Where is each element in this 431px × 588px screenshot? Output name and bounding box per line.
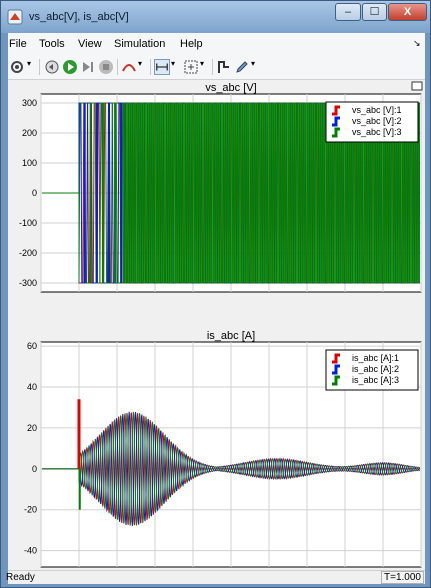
window-title: vs_abc[V], is_abc[V] [29, 11, 129, 23]
toolbar-separator [212, 59, 213, 75]
close-button[interactable]: X [388, 3, 427, 21]
y-tick-label: -20 [24, 505, 37, 515]
plot-area: vs_abc [V] 300 200 100 0 -100 -200 -300 vs_abc [… [8, 80, 425, 583]
menu-bar: File Tools View Simulation Help ↘ [8, 33, 425, 55]
settings-icon[interactable] [9, 59, 25, 75]
highlight-icon[interactable] [121, 59, 137, 75]
y-tick-label: 40 [27, 382, 37, 392]
status-bar: Ready T=1.000 [6, 570, 425, 584]
toolbar-separator [39, 59, 40, 75]
legend-label-2: is_abc [A]:2 [352, 364, 399, 374]
title-bar[interactable]: vs_abc[V], is_abc[V] – ☐ X [1, 1, 430, 33]
y-tick-label: -200 [19, 248, 37, 258]
run-icon[interactable] [62, 59, 78, 75]
y-tick-label: 20 [27, 423, 37, 433]
legend-label-1: is_abc [A]:1 [352, 353, 399, 363]
legend-swatch-1 [332, 105, 340, 116]
zoom-to-fit-icon[interactable] [183, 59, 199, 75]
legend-box [325, 101, 419, 143]
legend-swatch-1 [332, 353, 340, 364]
highlight-dropdown-icon[interactable]: ▾ [138, 59, 143, 68]
chart-title: vs_abc [V] [205, 82, 256, 94]
y-tick-label: -40 [24, 546, 37, 556]
y-tick-label: -100 [19, 218, 37, 228]
fit-dropdown-icon[interactable]: ▾ [200, 59, 205, 68]
settings-dropdown-icon[interactable]: ▾ [27, 59, 32, 68]
legend-label-1: vs_abc [V]:1 [352, 105, 402, 115]
legend-label-3: is_abc [A]:3 [352, 375, 399, 385]
toolbar-separator [117, 59, 118, 75]
legend-label-2: vs_abc [V]:2 [352, 116, 402, 126]
status-text: Ready [6, 572, 35, 583]
restore-config-icon[interactable] [44, 59, 60, 75]
step-forward-icon[interactable] [80, 59, 96, 75]
menu-help[interactable]: Help [180, 38, 203, 50]
restore-axes-icon[interactable] [411, 81, 423, 91]
legend-swatch-3 [332, 127, 340, 138]
legend-swatch-2 [332, 116, 340, 127]
cursor-measure-icon[interactable] [216, 59, 232, 75]
sim-time-readout: T=1.000 [381, 571, 424, 584]
traces [42, 399, 420, 527]
zoom-dropdown-icon[interactable]: ▾ [171, 59, 176, 68]
menu-overflow-icon[interactable]: ↘ [413, 38, 421, 48]
series-line-2 [42, 411, 420, 527]
y-tick-label: 100 [22, 158, 37, 168]
minimize-button[interactable]: – [335, 3, 361, 21]
menu-view[interactable]: View [78, 38, 102, 50]
chart-panel-1: vs_abc [V] 300 200 100 0 -100 -200 -300 vs_abc [… [19, 82, 422, 293]
y-tick-label: 0 [32, 464, 37, 474]
menu-file[interactable]: File [9, 38, 27, 50]
stop-icon[interactable] [98, 59, 114, 75]
scope-client-area: File Tools View Simulation Help ↘ ▾ ▾ ▾ … [6, 33, 425, 584]
edit-dropdown-icon[interactable]: ▾ [251, 59, 256, 68]
maximize-button[interactable]: ☐ [362, 3, 387, 21]
edit-icon[interactable] [234, 59, 250, 75]
y-tick-label: 200 [22, 128, 37, 138]
legend-swatch-3 [332, 375, 340, 386]
toolbar: ▾ ▾ ▾ ▾ ▾ [8, 55, 425, 80]
scope-app-icon [7, 9, 23, 25]
zoom-in-icon[interactable] [154, 59, 170, 75]
legend-label-3: vs_abc [V]:3 [352, 127, 402, 137]
legend-swatch-2 [332, 364, 340, 375]
chart-title: is_abc [A] [207, 330, 255, 342]
y-tick-label: -300 [19, 278, 37, 288]
y-tick-label: 0 [32, 188, 37, 198]
chart-panel-2: is_abc [A]6040200-20-4000.10.20.30.40.50… [24, 330, 424, 583]
menu-tools[interactable]: Tools [39, 38, 65, 50]
y-tick-label: 60 [27, 341, 37, 351]
toolbar-separator [150, 59, 151, 75]
menu-simulation[interactable]: Simulation [114, 38, 166, 50]
legend-box [325, 349, 419, 391]
y-tick-label: 300 [22, 98, 37, 108]
series-line-3 [42, 411, 420, 526]
